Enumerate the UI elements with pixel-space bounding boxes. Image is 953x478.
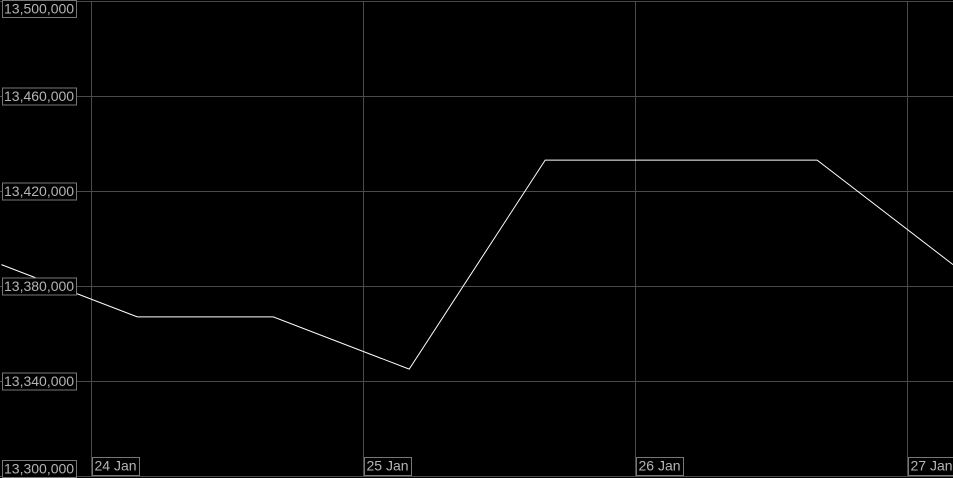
- y-tick-label: 13,340,000: [4, 373, 74, 389]
- y-tick-label: 13,380,000: [4, 278, 74, 294]
- y-tick-label: 13,300,000: [4, 461, 74, 477]
- y-tick-box: [2, 0, 77, 18]
- y-tick-box: [2, 87, 77, 106]
- x-tick-box: [908, 457, 953, 476]
- x-tick-label: 27 Jan: [911, 458, 953, 474]
- x-tick-label: 26 Jan: [639, 458, 681, 474]
- x-tick-box: [636, 457, 684, 476]
- y-tick-label: 13,460,000: [4, 88, 74, 104]
- x-tick-label: 24 Jan: [95, 458, 137, 474]
- y-tick-box: [2, 277, 77, 296]
- y-tick-label: 13,420,000: [4, 183, 74, 199]
- y-tick-label: 13,500,000: [4, 1, 74, 17]
- y-tick-box: [2, 182, 77, 201]
- data-line: [1, 159, 953, 370]
- y-tick-box: [2, 372, 77, 391]
- x-tick-label: 25 Jan: [367, 458, 409, 474]
- x-tick-box: [364, 457, 412, 476]
- x-tick-box: [92, 457, 140, 476]
- lines: [1, 159, 953, 370]
